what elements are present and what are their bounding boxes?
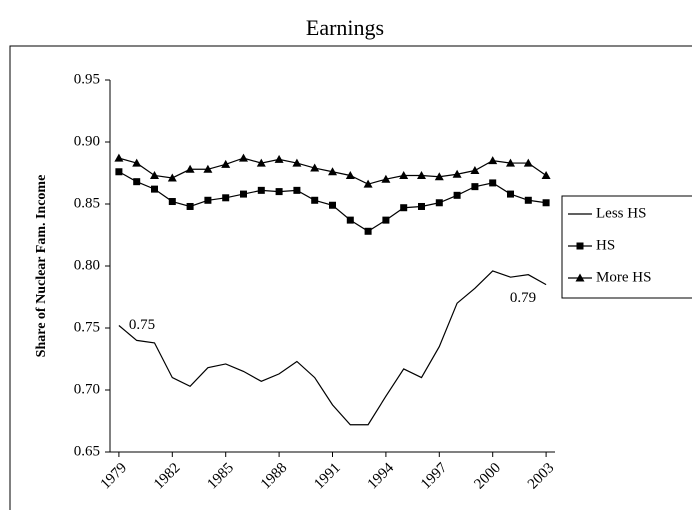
x-tick-label: 2000 [471, 460, 504, 493]
marker-triangle [310, 163, 320, 172]
x-tick-label: 1991 [311, 460, 344, 493]
marker-triangle [417, 170, 426, 179]
marker-square [542, 199, 550, 207]
marker-square [204, 196, 212, 204]
y-tick-label: 0.70 [74, 381, 100, 397]
marker-triangle [488, 156, 498, 165]
marker-triangle [345, 170, 355, 179]
x-tick-label: 2003 [525, 460, 558, 493]
marker-square [576, 242, 584, 250]
y-tick-label: 0.95 [74, 71, 100, 87]
marker-square [151, 185, 158, 193]
marker-triangle [167, 173, 177, 182]
x-tick-label: 1997 [418, 460, 451, 493]
marker-square [435, 199, 443, 207]
marker-square [257, 186, 265, 194]
y-tick-label: 0.90 [74, 133, 100, 149]
marker-square [115, 168, 123, 176]
y-axis-label: Share of Nuclear Fam. Income [34, 175, 49, 358]
marker-triangle [575, 273, 585, 282]
data-label: 0.79 [510, 290, 536, 306]
marker-triangle [523, 158, 533, 167]
marker-square [186, 202, 194, 210]
marker-square [524, 196, 532, 204]
legend-label: More HS [596, 269, 651, 285]
marker-triangle [399, 170, 409, 179]
marker-triangle [452, 169, 462, 178]
marker-square [346, 216, 354, 224]
marker-triangle [363, 179, 373, 188]
legend-label: HS [596, 237, 615, 253]
data-label: 0.75 [129, 317, 155, 333]
legend-label: Less HS [596, 205, 646, 221]
x-tick-label: 1994 [365, 460, 398, 493]
marker-triangle [292, 158, 302, 167]
marker-square [168, 198, 176, 206]
marker-triangle [221, 159, 231, 168]
x-tick-label: 1988 [258, 460, 291, 493]
marker-triangle [114, 153, 124, 162]
marker-square [453, 191, 461, 199]
marker-square [240, 190, 247, 198]
series-line [118, 270, 547, 426]
marker-triangle [541, 170, 551, 179]
marker-triangle [132, 158, 142, 167]
marker-square [329, 201, 336, 209]
marker-triangle [506, 158, 515, 167]
marker-square [222, 194, 230, 202]
marker-square [418, 202, 425, 210]
x-tick-label: 1979 [98, 460, 131, 493]
marker-square [275, 188, 283, 196]
marker-square [471, 183, 479, 191]
marker-triangle [239, 153, 248, 162]
x-tick-label: 1982 [151, 460, 184, 493]
marker-square [364, 227, 372, 235]
chart-title: Earnings [306, 15, 384, 40]
marker-square [382, 216, 390, 224]
marker-square [293, 186, 301, 194]
series-line [118, 171, 547, 232]
y-tick-label: 0.65 [74, 443, 100, 459]
marker-square [507, 190, 514, 198]
marker-triangle [328, 167, 337, 176]
marker-triangle [150, 170, 159, 179]
marker-triangle [185, 164, 195, 173]
y-tick-label: 0.85 [74, 195, 100, 211]
marker-triangle [434, 172, 444, 181]
y-tick-label: 0.75 [74, 319, 100, 335]
marker-triangle [256, 158, 266, 167]
marker-triangle [274, 154, 284, 163]
marker-square [311, 196, 319, 204]
marker-square [133, 178, 141, 186]
x-tick-label: 1985 [204, 460, 237, 493]
marker-square [489, 179, 497, 187]
chart-frame [9, 45, 692, 510]
marker-square [400, 204, 408, 212]
marker-triangle [470, 166, 480, 175]
marker-triangle [381, 174, 391, 183]
y-tick-label: 0.80 [74, 257, 100, 273]
marker-triangle [203, 164, 213, 173]
